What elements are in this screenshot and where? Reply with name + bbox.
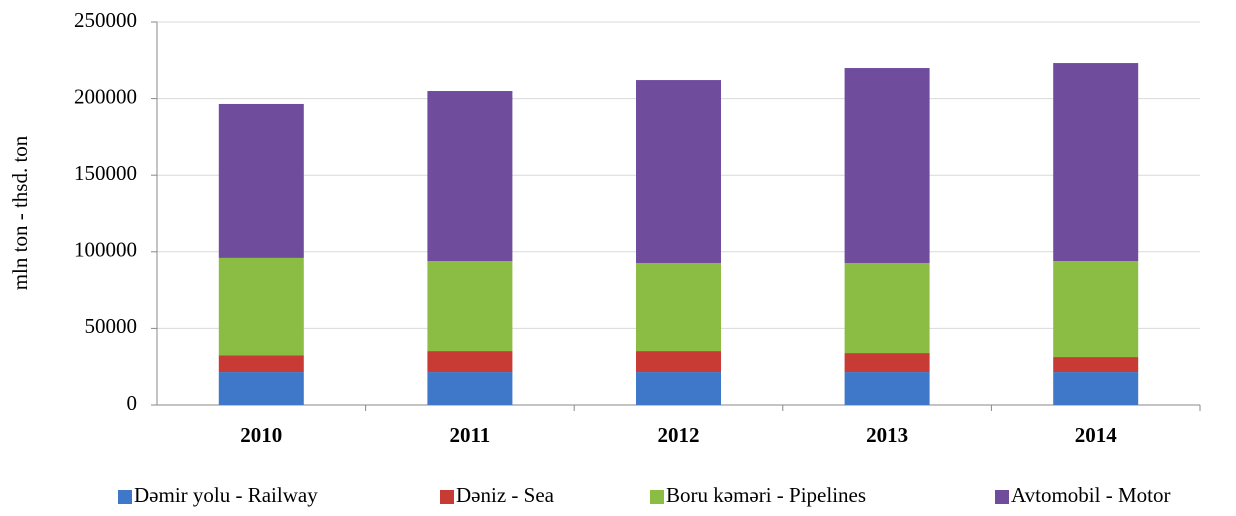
y-tick-label: 0: [127, 391, 138, 415]
y-tick-label: 250000: [74, 8, 137, 32]
legend-label: Dəmir yolu - Railway: [134, 483, 318, 507]
y-tick-label: 200000: [74, 84, 137, 108]
y-tick-label: 100000: [74, 238, 137, 262]
legend-swatch: [650, 490, 664, 504]
bar-segment: [844, 262, 930, 354]
legend-label: Avtomobil - Motor: [1011, 483, 1170, 507]
bar-segment: [636, 372, 721, 405]
x-tick-label: 2010: [240, 423, 282, 447]
bar-segment: [218, 355, 304, 373]
x-tick-label: 2013: [866, 423, 908, 447]
bar-segment: [1053, 357, 1139, 373]
bar-segment: [636, 351, 721, 373]
bar-segment: [636, 80, 721, 263]
legend-label: Boru kəməri - Pipelines: [666, 483, 866, 507]
x-tick-label: 2014: [1075, 423, 1118, 447]
legend-swatch: [995, 490, 1009, 504]
x-tick-label: 2012: [658, 423, 700, 447]
bar-segment: [844, 372, 930, 405]
legend-swatch: [118, 490, 132, 504]
bar-segment: [844, 68, 930, 263]
bar-segment: [427, 261, 513, 352]
bar-segment: [218, 103, 304, 258]
y-tick-label: 150000: [74, 161, 137, 185]
bar-segment: [427, 91, 513, 262]
bar-segment: [1053, 260, 1139, 358]
bar-segment: [844, 353, 930, 373]
bar-segment: [1053, 372, 1139, 405]
bar-segment: [636, 262, 721, 352]
bar-segment: [218, 372, 304, 405]
legend-swatch: [440, 490, 454, 504]
y-tick-label: 50000: [85, 314, 138, 338]
x-tick-label: 2011: [449, 423, 490, 447]
y-axis-label: mln ton - thsd. ton: [8, 135, 32, 290]
bar-segment: [427, 351, 513, 373]
bar-segment: [427, 372, 513, 405]
legend-label: Dəniz - Sea: [456, 483, 555, 507]
bar-segment: [1053, 63, 1139, 261]
bar-segment: [218, 257, 304, 356]
